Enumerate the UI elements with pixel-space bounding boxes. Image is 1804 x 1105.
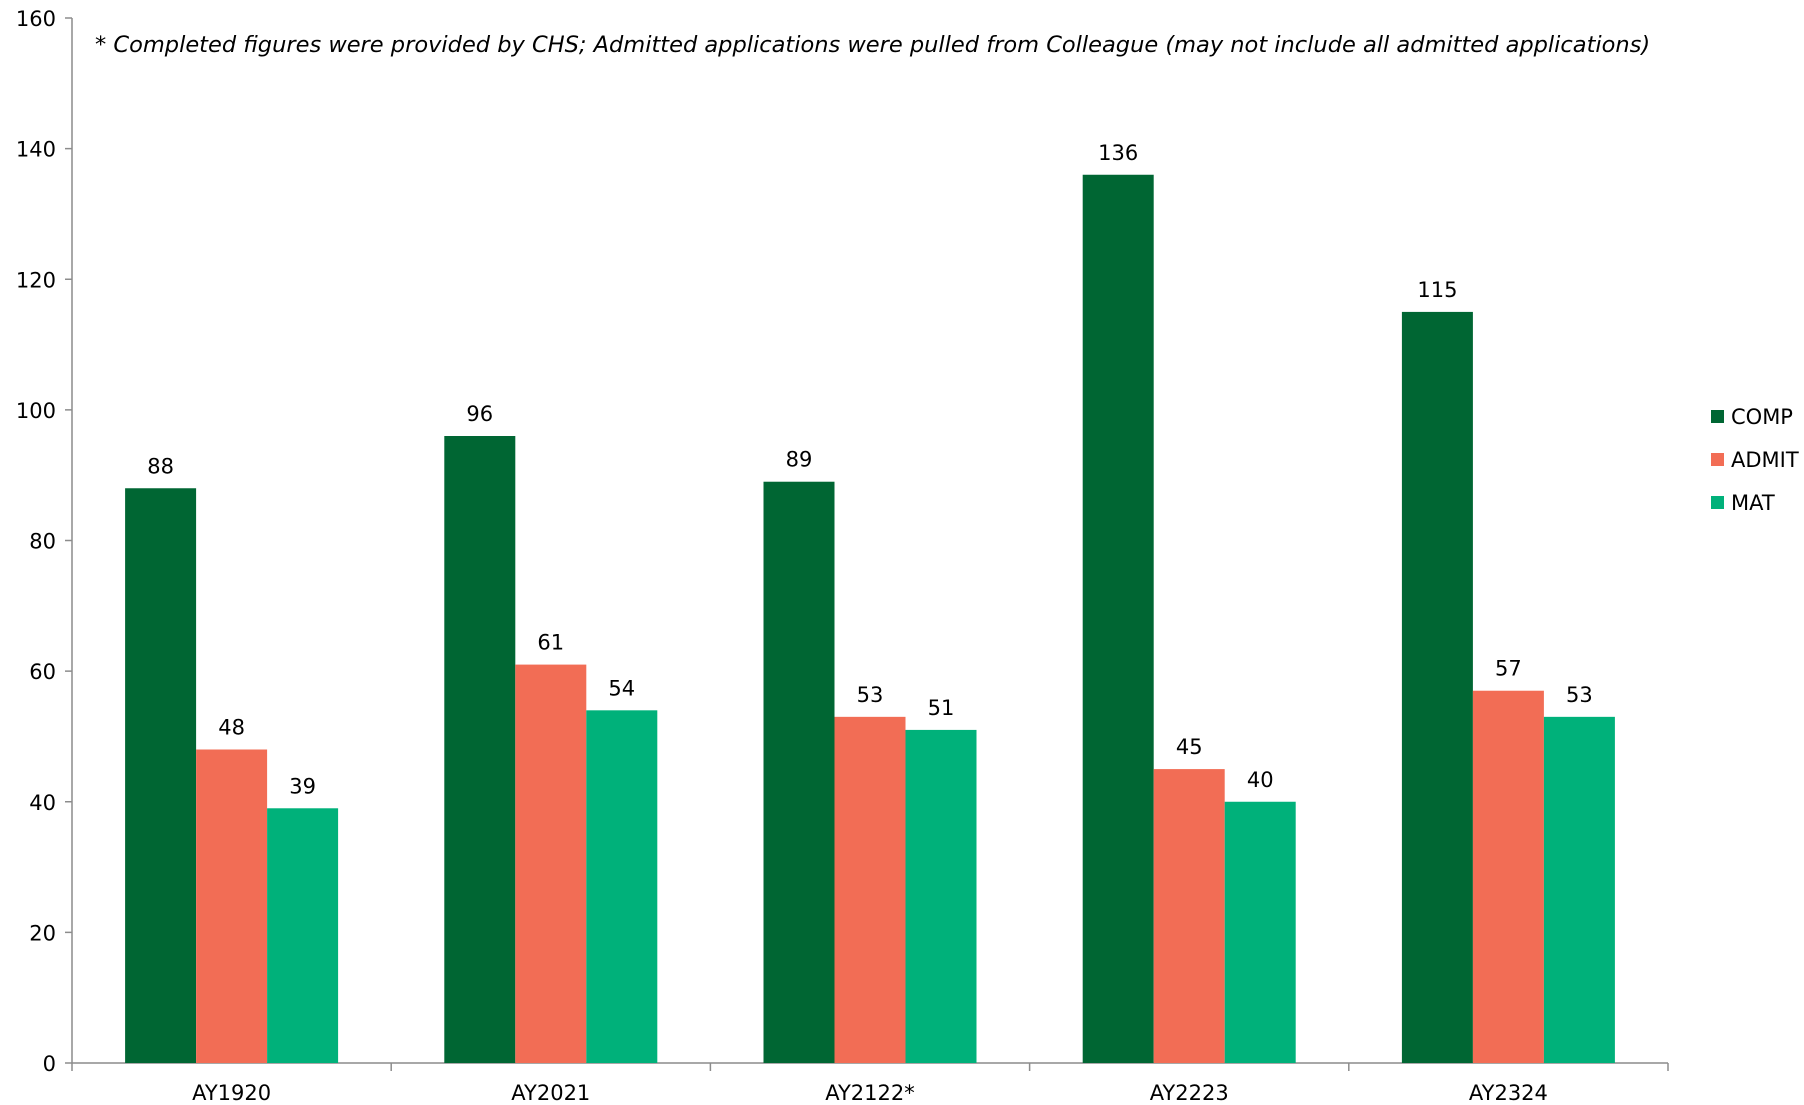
- legend-swatch-admit: [1711, 453, 1724, 466]
- data-label: 61: [537, 631, 564, 655]
- data-label: 39: [289, 774, 316, 798]
- bar-mat: [586, 710, 658, 1063]
- legend-swatch-comp: [1711, 410, 1724, 423]
- x-tick-label: AY2223: [1150, 1081, 1229, 1101]
- y-tick-label: 20: [29, 921, 56, 945]
- bar-admit: [515, 664, 587, 1063]
- x-tick-label: AY2021: [511, 1081, 590, 1101]
- y-tick-label: 160: [16, 7, 56, 31]
- bar-mat: [267, 808, 339, 1063]
- bar-mat: [905, 729, 977, 1063]
- data-label: 53: [857, 683, 884, 707]
- y-tick-label: 40: [29, 791, 56, 815]
- y-tick-label: 100: [16, 399, 56, 423]
- y-tick-label: 120: [16, 268, 56, 292]
- bar-mat: [1543, 716, 1615, 1063]
- data-label: 89: [786, 448, 813, 472]
- data-label: 48: [218, 716, 245, 740]
- bar-comp: [763, 481, 835, 1063]
- x-tick-label: AY1920: [192, 1081, 271, 1101]
- bar-comp: [444, 436, 516, 1063]
- bar-comp: [1082, 174, 1154, 1063]
- y-tick-label: 140: [16, 138, 56, 162]
- legend-label-comp: COMP: [1731, 405, 1793, 429]
- data-label: 115: [1417, 278, 1457, 302]
- bar-admit: [196, 749, 268, 1063]
- y-tick-label: 60: [29, 660, 56, 684]
- legend: COMP ADMIT MAT: [1711, 405, 1799, 515]
- bars: 88 48 39 96 61 54 89 53 51 136 45 40 115 57 53: [125, 141, 1615, 1063]
- data-label: 88: [147, 454, 174, 478]
- x-tick-label: AY2122*: [825, 1081, 915, 1101]
- y-tick-label: 80: [29, 530, 56, 554]
- bar-comp: [125, 488, 197, 1063]
- data-label: 40: [1247, 768, 1274, 792]
- data-label: 51: [928, 696, 955, 720]
- bar-admit: [834, 716, 906, 1063]
- chart-note: * Completed figures were provided by CHS…: [95, 32, 1650, 58]
- bar-mat: [1224, 801, 1296, 1063]
- legend-swatch-mat: [1711, 496, 1724, 509]
- data-label: 96: [466, 402, 493, 426]
- bar-admit: [1472, 690, 1544, 1063]
- data-label: 45: [1176, 735, 1203, 759]
- legend-label-mat: MAT: [1731, 491, 1775, 515]
- bar-comp: [1401, 311, 1473, 1063]
- data-label: 57: [1495, 657, 1522, 681]
- y-tick-label: 0: [43, 1052, 56, 1076]
- x-tick-label: AY2324: [1469, 1081, 1548, 1101]
- data-label: 53: [1566, 683, 1593, 707]
- data-label: 54: [608, 676, 635, 700]
- legend-label-admit: ADMIT: [1731, 448, 1799, 472]
- bar-admit: [1153, 769, 1225, 1063]
- data-label: 136: [1098, 141, 1138, 165]
